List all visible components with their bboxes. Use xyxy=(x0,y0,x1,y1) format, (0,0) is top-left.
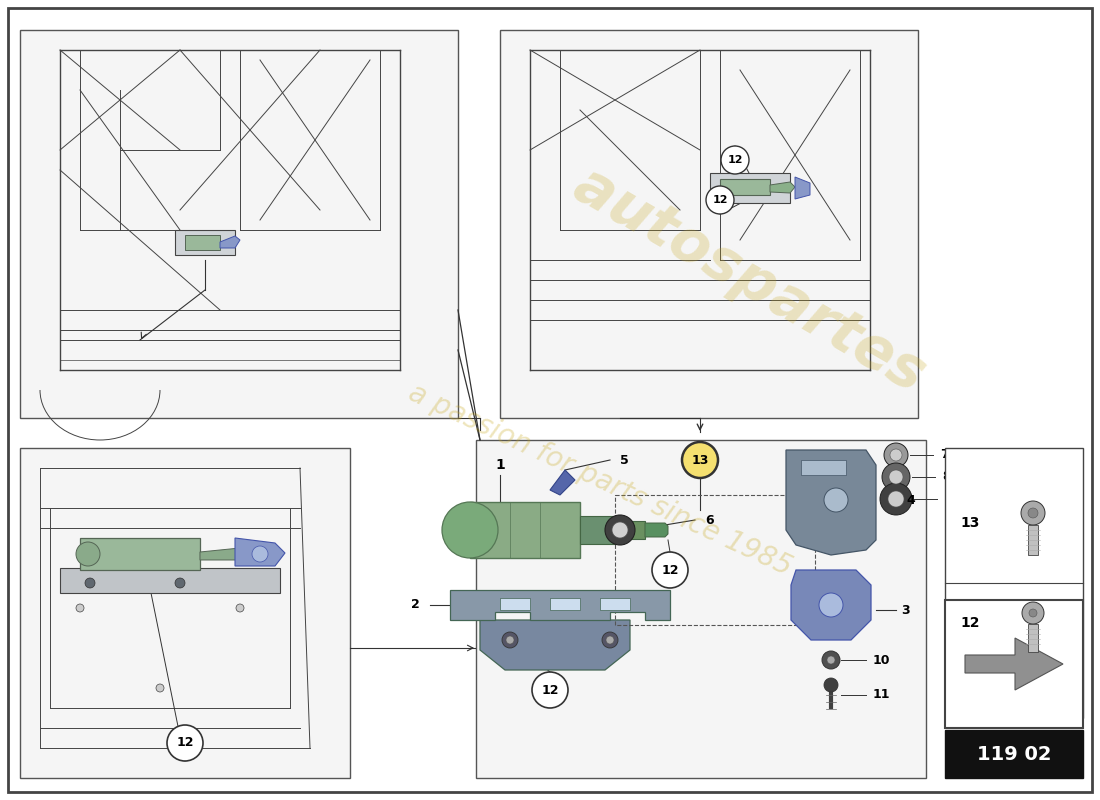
Polygon shape xyxy=(615,521,645,539)
Circle shape xyxy=(822,651,840,669)
Text: 3: 3 xyxy=(901,603,910,617)
Bar xyxy=(500,30,918,418)
Circle shape xyxy=(532,672,568,708)
Text: 12: 12 xyxy=(713,195,728,205)
Text: 12: 12 xyxy=(960,616,979,630)
Circle shape xyxy=(167,725,204,761)
Polygon shape xyxy=(795,177,810,199)
Circle shape xyxy=(884,443,908,467)
Circle shape xyxy=(890,449,902,461)
Bar xyxy=(801,460,846,475)
Circle shape xyxy=(682,442,718,478)
Circle shape xyxy=(882,463,910,491)
Circle shape xyxy=(175,578,185,588)
Circle shape xyxy=(236,604,244,612)
Polygon shape xyxy=(965,638,1063,690)
Text: 12: 12 xyxy=(661,563,679,577)
Circle shape xyxy=(506,636,514,644)
Circle shape xyxy=(76,604,84,612)
Polygon shape xyxy=(720,179,770,195)
Text: 8: 8 xyxy=(942,470,950,483)
Circle shape xyxy=(76,542,100,566)
Circle shape xyxy=(1021,501,1045,525)
Polygon shape xyxy=(550,470,575,495)
Polygon shape xyxy=(185,235,220,250)
Bar xyxy=(500,598,530,610)
Text: 4: 4 xyxy=(906,494,915,506)
Polygon shape xyxy=(175,230,235,255)
Text: 7: 7 xyxy=(940,449,948,462)
Polygon shape xyxy=(786,450,876,555)
Polygon shape xyxy=(220,236,240,248)
Polygon shape xyxy=(80,538,200,570)
Text: 13: 13 xyxy=(960,516,979,530)
Text: 1: 1 xyxy=(495,458,505,472)
Text: a passion for parts since 1985: a passion for parts since 1985 xyxy=(404,378,796,582)
Bar xyxy=(1028,525,1038,555)
Circle shape xyxy=(1028,609,1037,617)
Text: 12: 12 xyxy=(541,683,559,697)
Text: 11: 11 xyxy=(873,689,891,702)
Circle shape xyxy=(85,578,95,588)
Polygon shape xyxy=(791,570,871,640)
Circle shape xyxy=(652,552,688,588)
Text: 12: 12 xyxy=(727,155,742,165)
Text: 2: 2 xyxy=(411,598,420,611)
Circle shape xyxy=(880,483,912,515)
Polygon shape xyxy=(580,516,615,544)
Bar xyxy=(945,730,1084,778)
Bar xyxy=(476,440,926,778)
Circle shape xyxy=(612,522,628,538)
Circle shape xyxy=(720,146,749,174)
Circle shape xyxy=(605,515,635,545)
Polygon shape xyxy=(235,538,285,566)
Circle shape xyxy=(502,632,518,648)
Bar xyxy=(615,495,815,625)
Bar xyxy=(550,598,580,610)
Text: 10: 10 xyxy=(873,654,891,666)
Text: 119 02: 119 02 xyxy=(977,745,1052,763)
Circle shape xyxy=(156,684,164,692)
Circle shape xyxy=(1028,508,1038,518)
Text: 13: 13 xyxy=(691,454,708,466)
Bar xyxy=(20,448,350,778)
Circle shape xyxy=(706,186,734,214)
Polygon shape xyxy=(645,523,668,537)
Polygon shape xyxy=(480,620,630,670)
Circle shape xyxy=(252,546,268,562)
Circle shape xyxy=(827,656,835,664)
Bar xyxy=(945,600,1084,728)
Text: 6: 6 xyxy=(705,514,714,526)
Polygon shape xyxy=(200,548,250,560)
Polygon shape xyxy=(450,590,670,620)
Bar xyxy=(20,30,458,418)
Text: 5: 5 xyxy=(620,454,629,466)
Circle shape xyxy=(824,678,838,692)
Circle shape xyxy=(606,636,614,644)
Circle shape xyxy=(888,491,904,507)
Text: 12: 12 xyxy=(176,737,194,750)
Polygon shape xyxy=(470,502,580,558)
Circle shape xyxy=(824,488,848,512)
Text: 9: 9 xyxy=(944,493,953,506)
Bar xyxy=(600,598,630,610)
Circle shape xyxy=(602,632,618,648)
Polygon shape xyxy=(710,173,790,203)
Circle shape xyxy=(820,593,843,617)
Circle shape xyxy=(442,502,498,558)
Bar xyxy=(945,448,1084,718)
Text: autospartes: autospartes xyxy=(564,156,936,404)
Circle shape xyxy=(889,470,903,484)
Bar xyxy=(1028,624,1038,652)
Polygon shape xyxy=(770,182,795,193)
Polygon shape xyxy=(60,568,280,593)
Circle shape xyxy=(1022,602,1044,624)
